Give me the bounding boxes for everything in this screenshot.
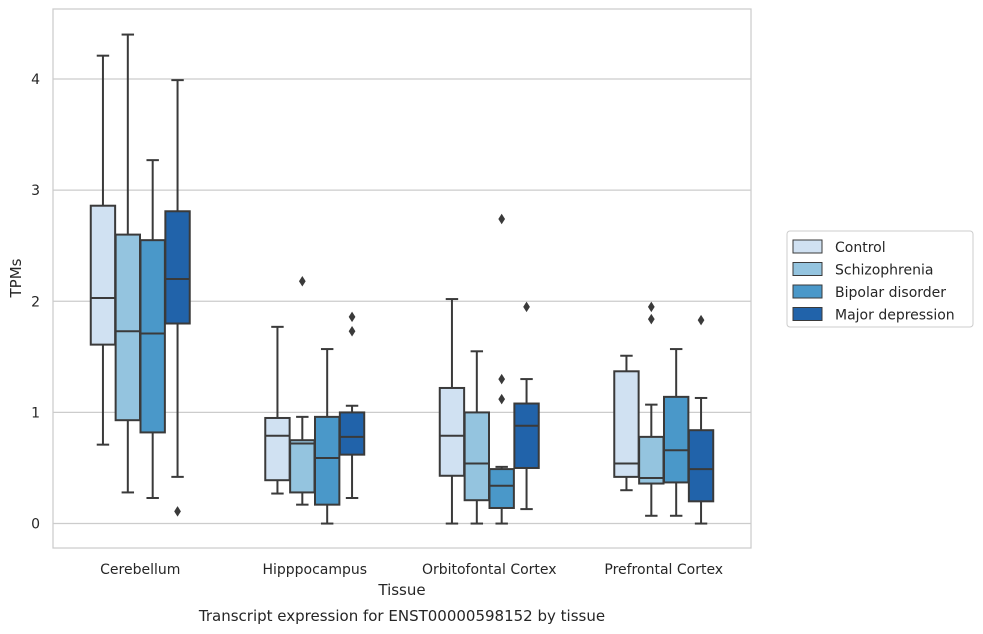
box-1-3: [338, 311, 366, 499]
chart-caption: Transcript expression for ENST0000059815…: [198, 607, 605, 625]
box-1-0: [264, 325, 291, 495]
legend-swatch-1: [792, 262, 823, 276]
y-tick-label-3: 3: [31, 183, 40, 199]
box-3-0: [613, 354, 640, 492]
x-tick-label-0: Cerebellum: [100, 562, 180, 578]
outlier-0: [523, 301, 530, 313]
box-body: [513, 402, 540, 469]
box-0-3: [164, 79, 191, 517]
x-tick-label-3: Prefrontal Cortex: [604, 562, 723, 578]
box-3-3: [687, 314, 715, 525]
outlier-0: [174, 506, 181, 517]
box-body: [164, 210, 191, 325]
box-body: [289, 439, 316, 494]
y-tick-label-0: 0: [31, 517, 40, 533]
plot-frame: [52, 8, 752, 549]
legend-label-2: Bipolar disorder: [835, 285, 946, 301]
box-0-2: [139, 159, 166, 499]
y-axis-label: TPMs: [7, 258, 25, 298]
box-body: [613, 370, 640, 478]
outlier-1: [647, 313, 655, 325]
outlier-0: [647, 301, 655, 313]
box-body: [662, 395, 690, 484]
box-1-1: [289, 276, 316, 506]
outlier-2: [498, 393, 506, 405]
outlier-0: [348, 311, 356, 323]
x-tick-labels: Cerebellum Hipppocampus Orbitofontal Corte…: [100, 562, 723, 578]
box-body: [638, 435, 665, 485]
box-body: [264, 416, 291, 482]
legend-swatch-0: [792, 239, 823, 254]
outlier-1: [498, 373, 506, 385]
box-3-1: [638, 301, 665, 517]
outlier-0: [298, 276, 306, 287]
box-0-1: [114, 33, 142, 494]
box-2-1: [463, 350, 491, 525]
legend-label-3: Major depression: [835, 308, 955, 324]
box-body: [313, 415, 341, 506]
outlier-0: [697, 314, 705, 326]
box-0-0: [89, 54, 117, 446]
legend: Control Schizophrenia Bipolar disorder Majo…: [786, 230, 974, 328]
y-tick-label-2: 2: [31, 294, 40, 310]
box-3-2: [662, 348, 690, 517]
box-body: [687, 429, 715, 503]
outlier-0: [498, 213, 506, 225]
legend-frame: [786, 230, 974, 328]
box-body: [438, 386, 466, 477]
box-body: [114, 233, 142, 422]
outlier-1: [348, 326, 356, 337]
legend-label-0: Control: [835, 240, 886, 256]
box-body: [463, 411, 491, 502]
box-body: [488, 468, 515, 509]
box-1-2: [313, 348, 341, 525]
box-2-0: [438, 298, 466, 525]
legend-swatch-2: [792, 284, 823, 299]
legend-label-1: Schizophrenia: [835, 263, 933, 279]
y-tick-label-4: 4: [31, 72, 40, 88]
box-body: [89, 204, 117, 346]
box-2-2: [488, 213, 515, 525]
x-axis-label: Tissue: [377, 581, 425, 599]
y-tick-labels: 0 1 2 3 4: [31, 72, 40, 533]
box-body: [338, 411, 366, 456]
box-body: [139, 239, 166, 434]
x-tick-label-1: Hipppocampus: [262, 562, 367, 578]
y-tick-label-1: 1: [31, 405, 40, 421]
x-tick-label-2: Orbitofontal Cortex: [422, 562, 557, 578]
box-2-3: [513, 301, 540, 511]
legend-swatch-3: [792, 307, 823, 321]
box-series: [89, 33, 715, 525]
